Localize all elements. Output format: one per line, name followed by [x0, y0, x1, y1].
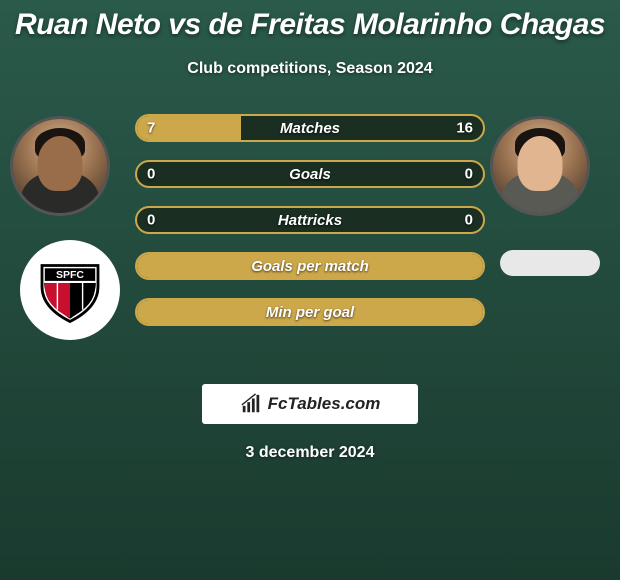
comparison-subtitle: Club competitions, Season 2024	[0, 60, 620, 78]
stat-label: Matches	[137, 120, 483, 137]
player-right-avatar	[490, 116, 590, 216]
comparison-date: 3 december 2024	[0, 444, 620, 462]
stat-label: Min per goal	[137, 304, 483, 321]
stat-row-goals: 0 Goals 0	[135, 160, 485, 188]
stat-right-value: 0	[465, 166, 473, 183]
comparison-main: SPFC 7 Matches 16 0 Goals 0 0 Hattricks …	[0, 116, 620, 366]
spfc-shield-icon: SPFC	[35, 255, 105, 325]
stat-label: Goals	[137, 166, 483, 183]
stat-row-mpg: Min per goal	[135, 298, 485, 326]
stat-row-matches: 7 Matches 16	[135, 114, 485, 142]
branding-text: FcTables.com	[268, 394, 381, 414]
chart-icon	[240, 393, 262, 415]
svg-text:SPFC: SPFC	[56, 269, 84, 281]
stat-row-gpm: Goals per match	[135, 252, 485, 280]
comparison-title: Ruan Neto vs de Freitas Molarinho Chagas	[0, 0, 620, 42]
stat-label: Hattricks	[137, 212, 483, 229]
stat-right-value: 16	[456, 120, 473, 137]
stat-bars: 7 Matches 16 0 Goals 0 0 Hattricks 0 Goa…	[135, 114, 485, 344]
stat-right-value: 0	[465, 212, 473, 229]
branding-box: FcTables.com	[202, 384, 418, 424]
player-left-club-badge: SPFC	[20, 240, 120, 340]
player-right-club-badge	[500, 250, 600, 276]
player-left-avatar	[10, 116, 110, 216]
stat-row-hattricks: 0 Hattricks 0	[135, 206, 485, 234]
stat-label: Goals per match	[137, 258, 483, 275]
